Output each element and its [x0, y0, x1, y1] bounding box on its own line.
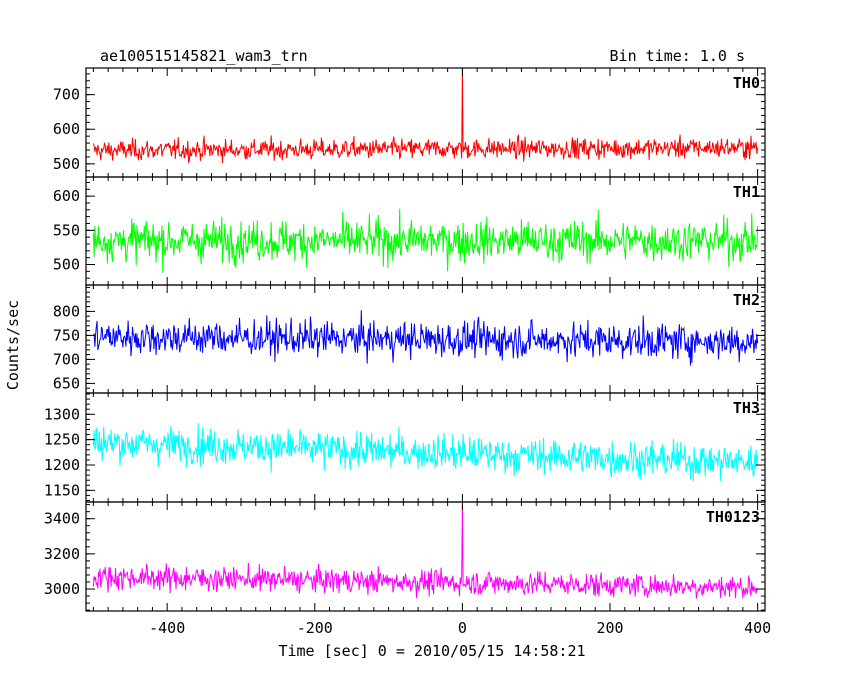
panel-th3: 1150 1200 1250 1300 TH3	[44, 392, 766, 503]
panel-frame	[85, 176, 766, 286]
panel-label: TH2	[733, 291, 760, 309]
panel-frame	[85, 501, 766, 612]
y-tick-label: 1200	[44, 456, 80, 474]
panel-th0123: 3000 3200 3400 TH0123	[44, 501, 766, 612]
x-tick-label: 200	[596, 619, 623, 637]
y-tick-label: 600	[53, 187, 80, 205]
y-tick-label: 700	[53, 350, 80, 368]
x-tick-label: 0	[458, 619, 467, 637]
x-tick-label: 400	[744, 619, 771, 637]
y-tick-label: 600	[53, 120, 80, 138]
panel-th0: 500 600 700 TH0	[53, 67, 766, 178]
panel-label: TH0123	[706, 508, 760, 526]
y-tick-label: 500	[53, 155, 80, 173]
y-tick-label: 3000	[44, 580, 80, 598]
y-tick-label: 700	[53, 86, 80, 104]
y-tick-label: 550	[53, 221, 80, 239]
series-line-th2	[93, 310, 759, 366]
x-tick-label: -400	[149, 619, 185, 637]
series-line-th3	[92, 423, 759, 482]
y-tick-label: 1150	[44, 481, 80, 499]
panels-group: 500 600 700 TH0 500 550 600 TH1 650 700 750 800 TH2 1…	[44, 67, 771, 637]
x-tick-label: -200	[297, 619, 333, 637]
y-tick-label: 3400	[44, 510, 80, 528]
panel-label: TH3	[733, 399, 760, 417]
y-tick-label: 1300	[44, 405, 80, 423]
y-tick-label: 1250	[44, 431, 80, 449]
panel-label: TH1	[733, 183, 760, 201]
y-tick-label: 500	[53, 255, 80, 273]
series-line-th1	[92, 208, 759, 273]
panel-frame	[85, 67, 766, 178]
y-tick-label: 650	[53, 374, 80, 392]
bin-time-label: Bin time: 1.0 s	[610, 47, 745, 65]
y-axis-label: Counts/sec	[4, 300, 22, 390]
y-tick-label: 800	[53, 302, 80, 320]
x-axis-label: Time [sec] 0 = 2010/05/15 14:58:21	[278, 642, 585, 660]
series-line-th0	[92, 68, 759, 164]
y-tick-label: 3200	[44, 545, 80, 563]
panel-th1: 500 550 600 TH1	[53, 176, 766, 286]
panel-th2: 650 700 750 800 TH2	[53, 284, 766, 394]
y-tick-label: 750	[53, 326, 80, 344]
series-line-th0123	[92, 504, 759, 599]
panel-label: TH0	[733, 74, 760, 92]
chart-title: ae100515145821_wam3_trn	[100, 47, 308, 65]
